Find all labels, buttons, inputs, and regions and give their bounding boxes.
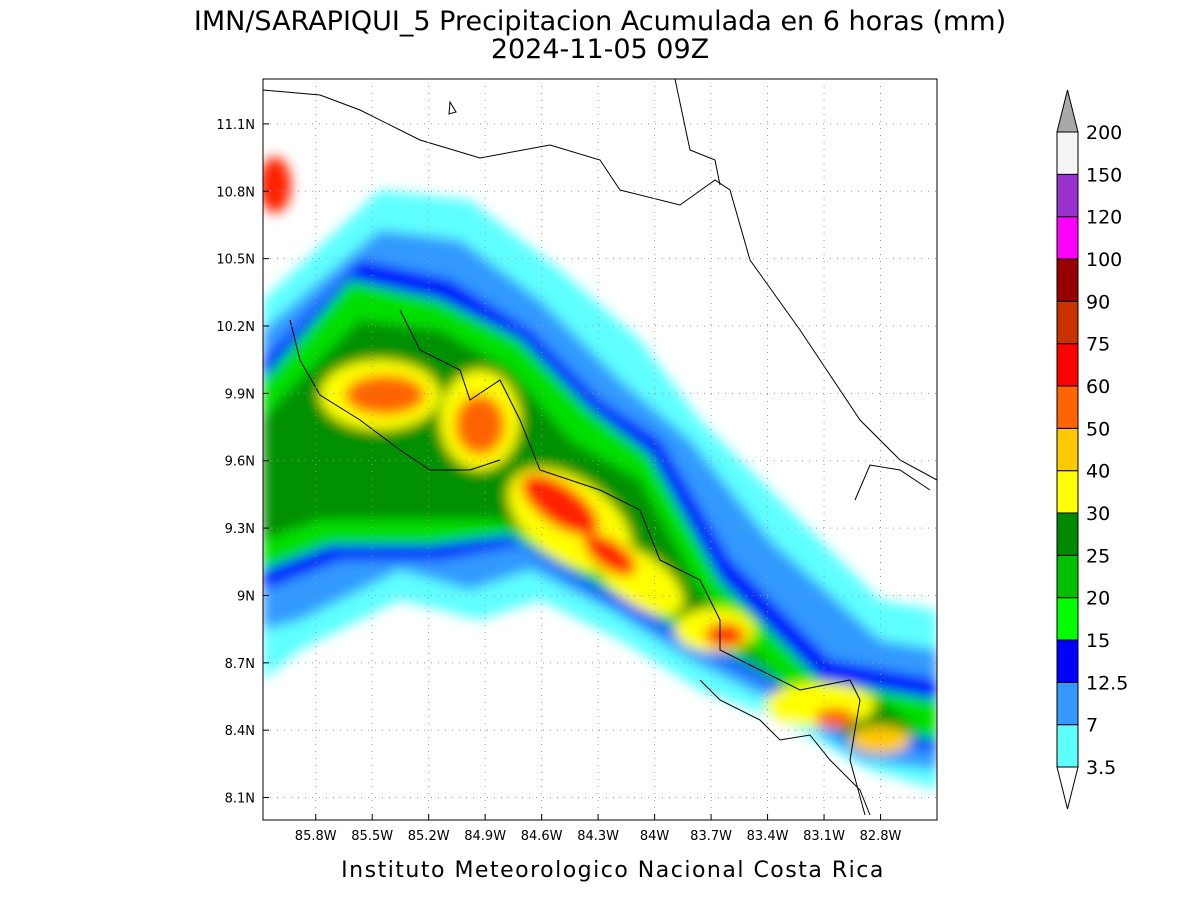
colorbar-swatch (1056, 512, 1079, 556)
y-tick-label: 10.5N (216, 253, 255, 268)
colorbar-label: 100 (1086, 249, 1122, 271)
x-tick-label: 84.3W (577, 829, 619, 844)
subtitle: 2024-11-05 09Z (491, 34, 709, 65)
coastlines (263, 79, 937, 816)
colorbar-swatch (1056, 300, 1079, 345)
colorbar-swatch (1056, 554, 1079, 599)
colorbar-swatch (1056, 216, 1079, 260)
y-tick-label: 11.1N (216, 118, 255, 133)
x-tick-label: 85.2W (408, 829, 450, 844)
map-frame (262, 78, 938, 821)
precip-field (263, 157, 937, 790)
colorbar-swatch (1056, 470, 1079, 514)
y-tick-label: 10.2N (216, 320, 255, 335)
colorbar-label: 120 (1086, 207, 1122, 229)
colorbar-swatch (1056, 639, 1079, 683)
colorbar-label: 60 (1086, 376, 1110, 398)
colorbar-label: 200 (1086, 122, 1122, 144)
y-tick-label: 10.8N (216, 185, 255, 200)
colorbar-label: 12.5 (1086, 672, 1128, 694)
colorbar-label: 15 (1086, 630, 1110, 652)
x-tick-label: 84.9W (464, 829, 506, 844)
x-tick-label: 85.8W (295, 829, 337, 844)
colorbar-label: 20 (1086, 588, 1110, 610)
colorbar-label: 75 (1086, 334, 1110, 356)
x-tick-label: 82.8W (860, 829, 902, 844)
y-tick-label: 9N (237, 589, 255, 604)
title: IMN/SARAPIQUI_5 Precipitacion Acumulada … (194, 6, 1006, 37)
colorbar-under (1056, 766, 1079, 810)
x-tick-label: 83.4W (747, 829, 789, 844)
colorbar-over (1056, 89, 1079, 133)
y-tick-label: 9.9N (225, 387, 255, 402)
colorbar-swatch (1056, 427, 1079, 472)
x-tick-label: 84.6W (521, 829, 563, 844)
colorbar-label: 3.5 (1086, 757, 1116, 779)
x-tick-label: 83.7W (690, 829, 732, 844)
colorbar-label: 50 (1086, 418, 1110, 440)
colorbar-swatch (1056, 258, 1079, 302)
precip-blobs (263, 157, 937, 790)
y-tick-label: 9.6N (225, 455, 255, 470)
y-tick-label: 8.1N (225, 792, 255, 807)
colorbar-swatch (1056, 131, 1079, 175)
colorbar-swatch (1056, 724, 1079, 768)
colorbar-label: 7 (1086, 715, 1098, 737)
y-tick-label: 8.7N (225, 657, 255, 672)
colorbar-swatch (1056, 681, 1079, 726)
x-tick-label: 85.5W (351, 829, 393, 844)
colorbar-label: 150 (1086, 164, 1122, 186)
colorbar-label: 30 (1086, 503, 1110, 525)
colorbar-swatch (1056, 343, 1079, 387)
colorbar-label: 25 (1086, 545, 1110, 567)
x-tick-label: 84W (640, 829, 670, 844)
colorbar-label: 90 (1086, 291, 1110, 313)
colorbar-swatch (1056, 385, 1079, 429)
colorbar-swatch (1056, 597, 1079, 641)
footer: Instituto Meteorologico Nacional Costa R… (341, 858, 885, 883)
colorbar-label: 40 (1086, 461, 1110, 483)
y-tick-label: 9.3N (225, 522, 255, 537)
colorbar-swatch (1056, 173, 1079, 218)
x-tick-label: 83.1W (803, 829, 845, 844)
y-tick-label: 8.4N (225, 724, 255, 739)
